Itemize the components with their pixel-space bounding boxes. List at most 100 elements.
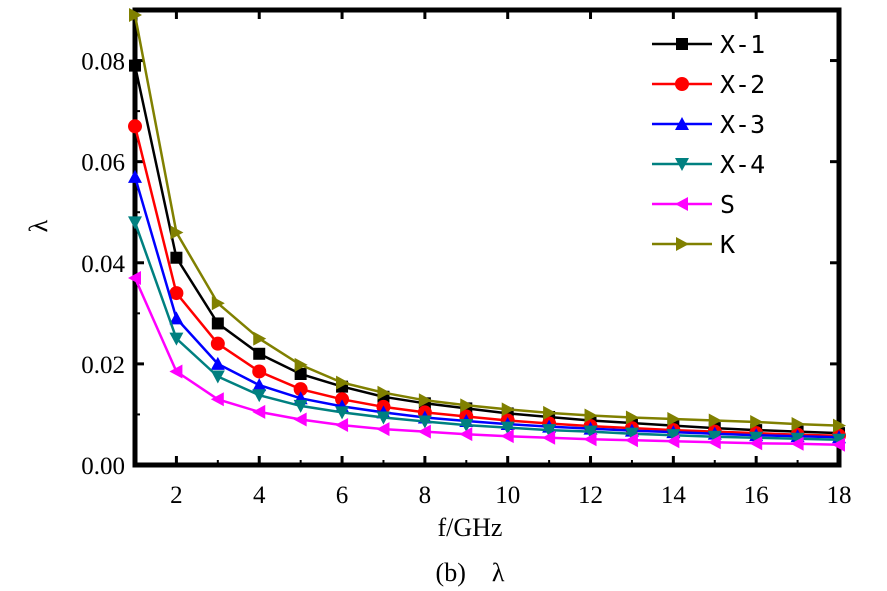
x-tick-label: 18 <box>827 482 852 509</box>
legend-label: S <box>720 190 735 219</box>
data-point <box>749 431 764 445</box>
data-point <box>170 225 184 240</box>
x-tick-label: 6 <box>336 482 349 509</box>
legend-marker <box>675 117 689 130</box>
data-point <box>542 430 556 445</box>
legend-item: K <box>652 230 735 259</box>
x-tick-label: 16 <box>744 482 769 509</box>
plot-frame <box>132 7 842 468</box>
data-point <box>583 425 598 439</box>
data-point <box>418 393 432 408</box>
series-k <box>129 8 846 433</box>
series-line <box>133 277 840 447</box>
data-point <box>335 392 350 407</box>
y-tick-label: 0.00 <box>81 453 125 480</box>
data-point <box>666 434 680 449</box>
data-point <box>750 415 764 430</box>
data-point <box>542 424 557 438</box>
x-tick-label: 4 <box>253 482 266 509</box>
legend-label: X-1 <box>720 30 765 59</box>
series-layer <box>128 8 846 452</box>
data-point <box>543 405 557 420</box>
series-line <box>133 65 840 435</box>
data-point <box>500 429 514 444</box>
y-tick-label: 0.04 <box>81 251 125 278</box>
y-tick-label: 0.06 <box>81 150 125 177</box>
data-point <box>169 311 184 325</box>
data-point <box>790 432 805 446</box>
x-tick-label: 8 <box>419 482 432 509</box>
data-point <box>335 418 349 433</box>
figure-caption: (b) λ <box>436 558 505 587</box>
data-point <box>294 368 307 380</box>
data-point <box>210 336 225 351</box>
data-point <box>501 402 515 417</box>
legend-item: X-3 <box>652 110 765 139</box>
data-point <box>293 399 308 413</box>
legend: X-1 X-2 X-3 X-4 SK <box>652 30 765 259</box>
axis-ticks: 2 4 6 8 10 12 14 16 18 0.00 0.02 0.04 0.06 0.08 <box>81 10 852 509</box>
x-axis-title: f/GHz <box>438 513 503 542</box>
legend-label: X-2 <box>720 70 765 99</box>
legend-marker <box>675 158 689 171</box>
x-tick-label: 2 <box>170 482 183 509</box>
data-point <box>666 429 681 443</box>
y-tick-label: 0.08 <box>81 49 125 76</box>
data-point <box>376 411 391 425</box>
data-point <box>252 364 267 379</box>
data-point <box>128 270 141 285</box>
legend-marker <box>676 237 689 251</box>
data-point <box>708 413 722 428</box>
legend-label: X-3 <box>720 110 765 139</box>
data-point <box>584 408 598 423</box>
data-point <box>253 331 267 346</box>
axis-labels: f/GHz λ (b) λ <box>24 219 505 587</box>
data-point <box>790 436 804 451</box>
legend-marker <box>675 77 689 91</box>
data-point <box>336 375 350 390</box>
data-point <box>417 415 432 429</box>
series-s <box>128 270 845 452</box>
data-point <box>211 296 225 311</box>
data-point <box>294 357 308 372</box>
data-point <box>210 370 225 384</box>
data-point <box>252 404 266 419</box>
data-point <box>417 424 431 439</box>
data-point <box>169 364 183 379</box>
data-point <box>129 59 141 72</box>
series-x-4 <box>128 216 846 447</box>
series-line <box>133 14 840 427</box>
data-point <box>252 389 267 403</box>
data-point <box>791 417 805 432</box>
legend-marker <box>676 38 688 50</box>
legend-item: X-1 <box>652 30 765 59</box>
data-point <box>169 286 184 301</box>
data-point <box>128 119 142 134</box>
data-point <box>129 8 142 23</box>
legend-marker <box>675 197 688 211</box>
data-point <box>210 356 225 370</box>
data-point <box>460 398 474 413</box>
data-point <box>832 437 845 452</box>
data-point <box>459 427 473 442</box>
data-point <box>210 392 224 407</box>
legend-label: K <box>720 230 735 259</box>
data-point <box>833 418 846 433</box>
data-point <box>335 406 350 420</box>
data-point <box>376 422 390 437</box>
data-point <box>459 419 474 433</box>
series-x-3 <box>128 169 846 444</box>
x-tick-label: 10 <box>495 482 520 509</box>
legend-label: X-4 <box>720 150 765 179</box>
y-tick-label: 0.02 <box>81 352 125 379</box>
data-point <box>667 411 681 426</box>
legend-item: S <box>652 190 735 219</box>
data-point <box>583 432 597 447</box>
data-point <box>625 410 639 425</box>
data-point <box>128 169 142 183</box>
data-point <box>293 412 307 427</box>
data-point <box>832 433 846 447</box>
x-tick-label: 12 <box>578 482 603 509</box>
data-point <box>128 216 142 230</box>
